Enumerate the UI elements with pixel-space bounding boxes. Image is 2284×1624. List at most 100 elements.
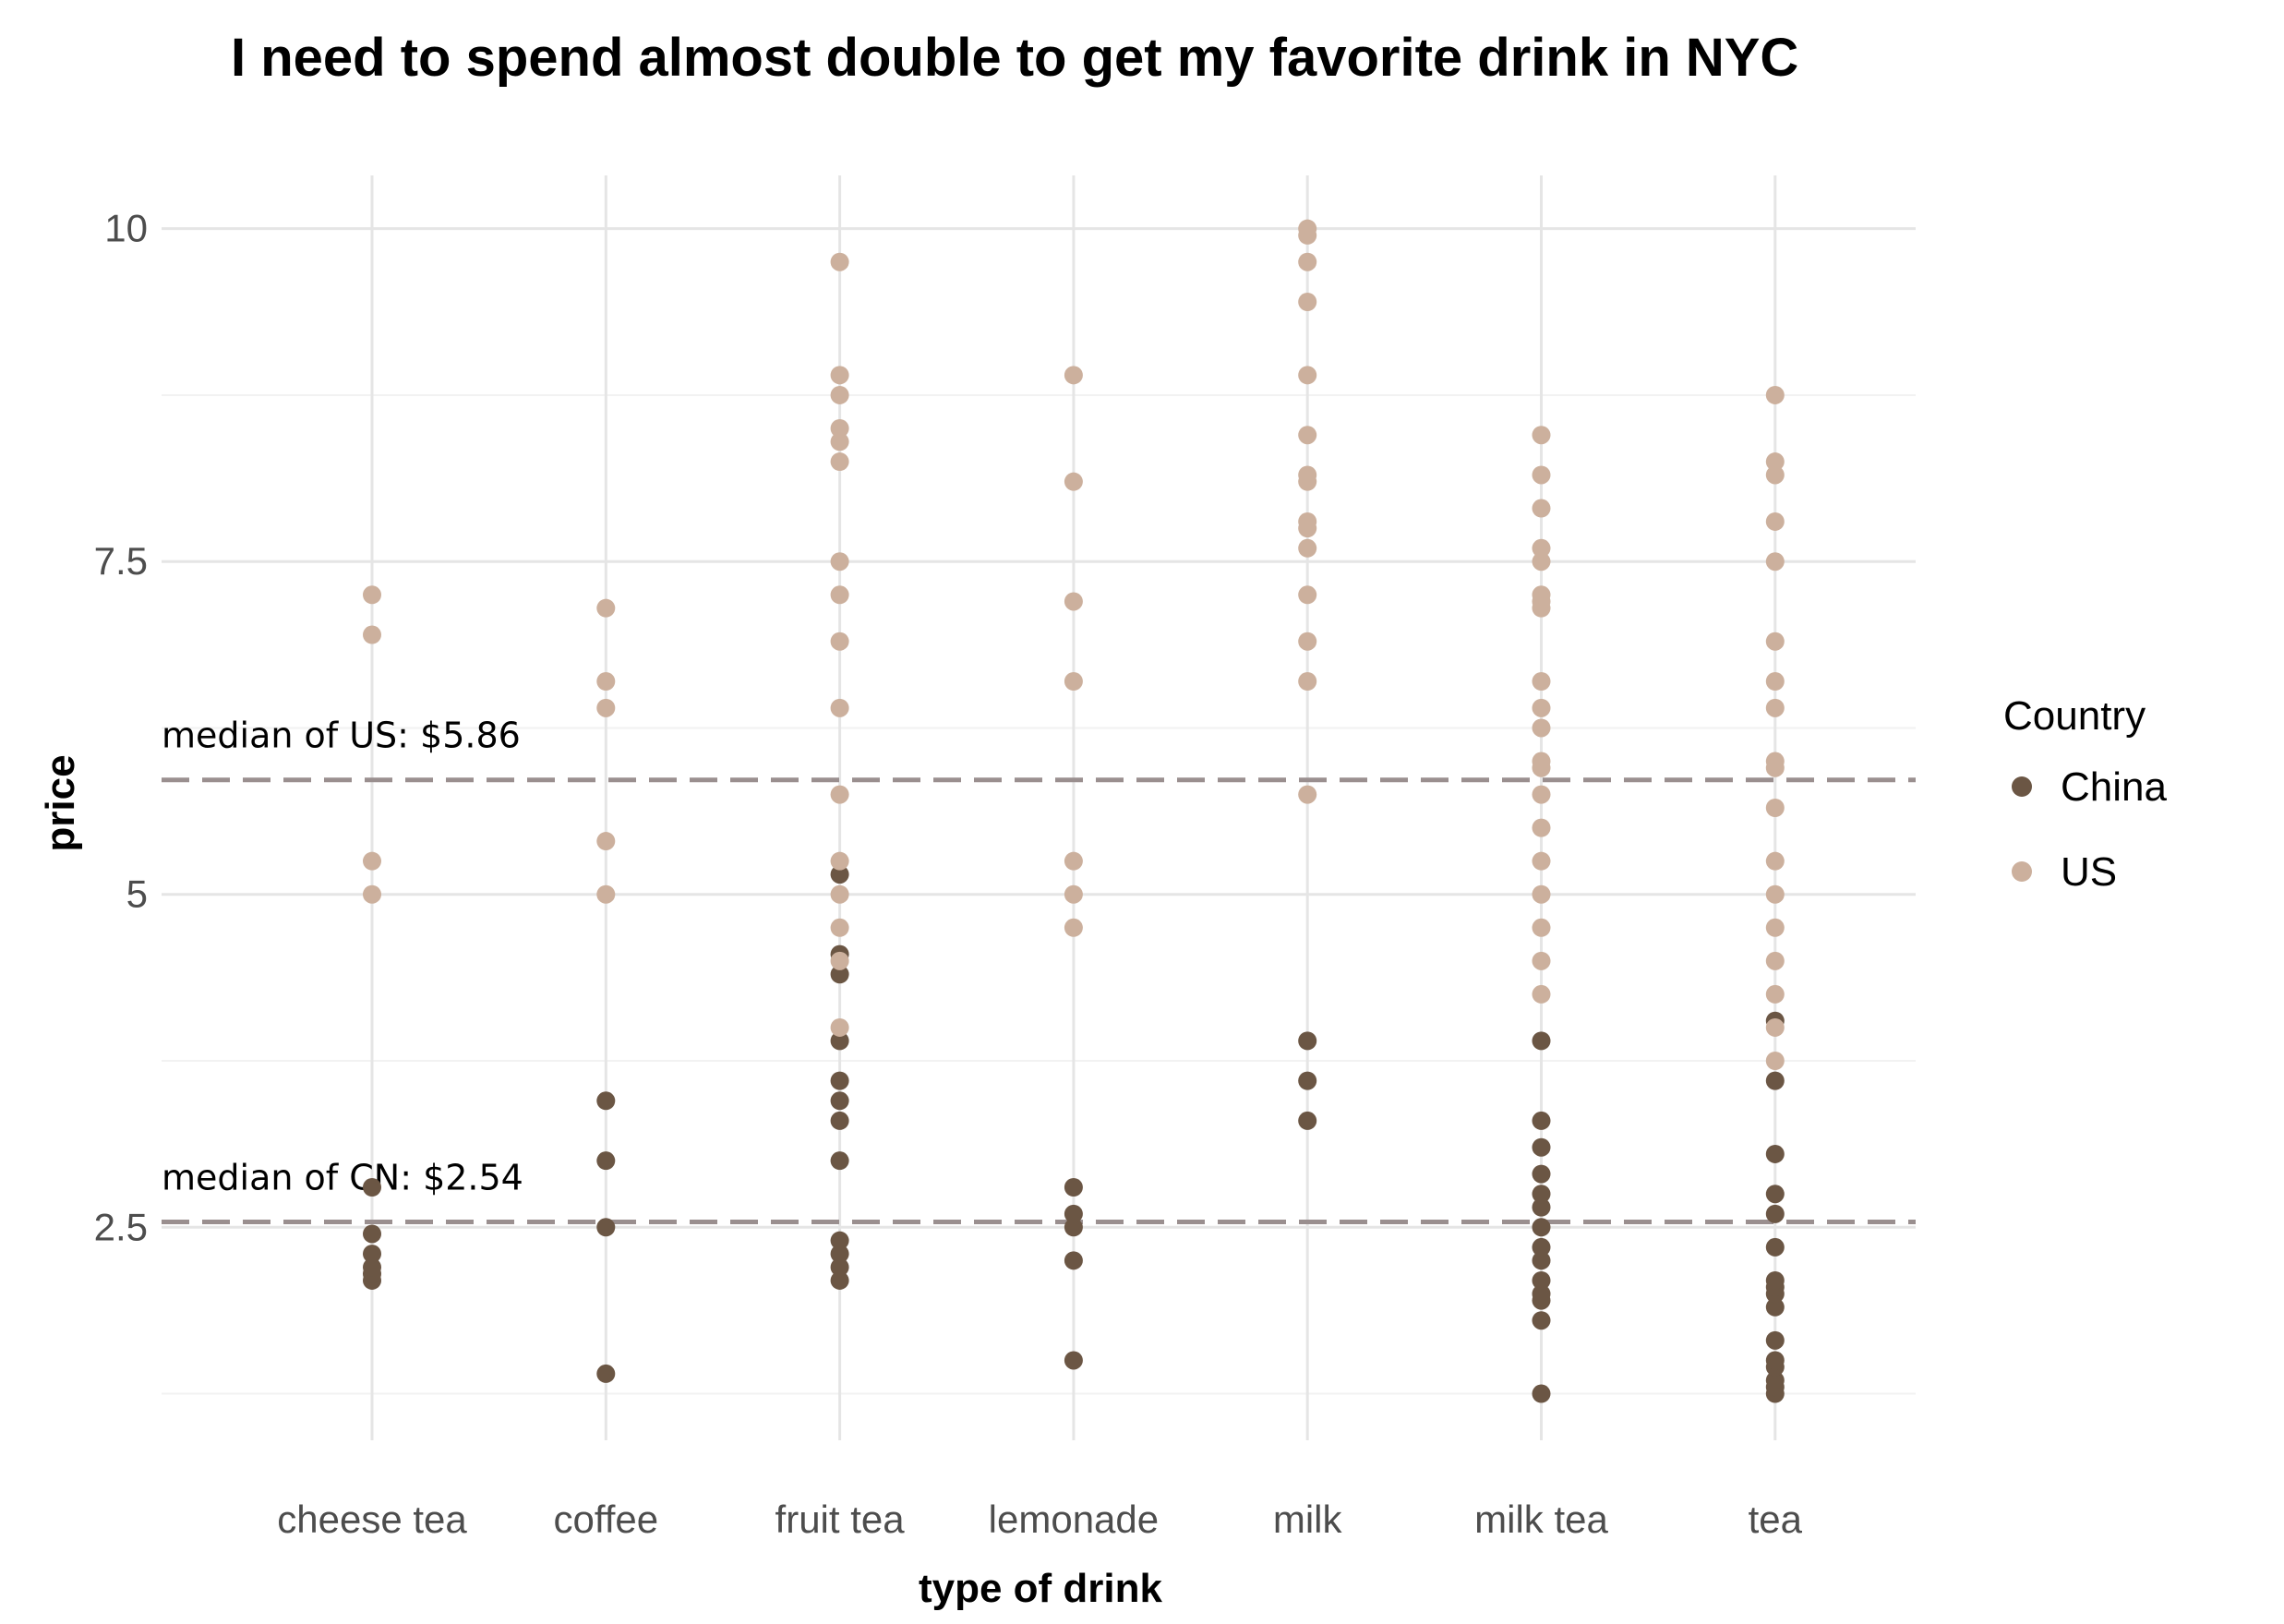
data-point-china xyxy=(830,1151,849,1171)
data-point-us xyxy=(1532,499,1551,518)
data-point-china xyxy=(596,1364,616,1383)
data-point-china xyxy=(1298,1111,1317,1130)
data-point-china xyxy=(596,1091,616,1111)
data-point-us xyxy=(1532,538,1551,558)
data-point-china xyxy=(1532,1197,1551,1217)
data-point-us xyxy=(1298,293,1317,311)
reference-lines: median of US: $5.86 median of CN: $2.54 xyxy=(162,716,1916,1224)
data-point-china xyxy=(1532,1218,1551,1237)
data-point-us xyxy=(1765,984,1785,1004)
data-point-us xyxy=(830,585,849,605)
data-point-us xyxy=(1298,252,1317,271)
data-point-us xyxy=(1532,552,1551,571)
x-tick-label: fruit tea xyxy=(775,1498,906,1541)
data-point-china xyxy=(1765,1204,1785,1223)
data-point-china xyxy=(1532,1237,1551,1257)
data-point-china xyxy=(1532,1284,1551,1304)
data-point-china xyxy=(830,865,849,884)
data-point-china xyxy=(596,1151,616,1171)
data-point-china xyxy=(830,1031,849,1051)
data-point-china xyxy=(363,1257,381,1277)
x-tick-label: lemonade xyxy=(989,1498,1159,1541)
data-point-us xyxy=(1064,672,1083,691)
y-tick-label: 7.5 xyxy=(94,539,148,583)
x-tick-label: coffee xyxy=(553,1498,658,1541)
data-point-us xyxy=(363,851,381,871)
data-point-us xyxy=(1532,698,1551,717)
y-tick-label: 2.5 xyxy=(94,1205,148,1248)
data-point-china xyxy=(1765,1185,1785,1204)
data-point-china xyxy=(1532,1185,1551,1204)
data-point-us xyxy=(1765,465,1785,485)
data-point-us xyxy=(830,419,849,438)
data-point-us xyxy=(1765,1017,1785,1037)
data-point-us xyxy=(830,851,849,871)
data-point-us xyxy=(830,951,849,970)
data-point-china xyxy=(1532,1311,1551,1330)
data-point-us xyxy=(1298,785,1317,804)
data-point-us xyxy=(1298,672,1317,691)
data-point-china xyxy=(363,1224,381,1244)
legend-key xyxy=(2012,776,2032,797)
y-axis-label: price xyxy=(38,754,83,851)
data-point-us xyxy=(830,385,849,404)
data-point-us xyxy=(1064,918,1083,937)
data-point-us xyxy=(1532,918,1551,937)
data-points xyxy=(363,219,1785,1403)
data-point-us xyxy=(1765,452,1785,472)
data-point-us xyxy=(1765,552,1785,571)
data-point-us xyxy=(1532,672,1551,691)
data-point-china xyxy=(1765,1144,1785,1163)
data-point-us xyxy=(363,625,381,644)
data-point-china xyxy=(1064,1218,1083,1237)
x-tick-label: tea xyxy=(1749,1498,1803,1541)
y-axis-ticks: 2.5 5 7.5 10 xyxy=(94,207,148,1249)
data-point-us xyxy=(1765,1052,1785,1070)
legend-title: Country xyxy=(2003,693,2146,739)
data-point-china xyxy=(830,1111,849,1130)
data-point-us xyxy=(1298,511,1317,531)
data-point-us xyxy=(1298,538,1317,558)
data-point-us xyxy=(1298,465,1317,485)
data-point-china xyxy=(830,1071,849,1090)
data-point-us xyxy=(830,918,849,937)
grid xyxy=(162,175,1916,1440)
data-point-us xyxy=(1064,592,1083,611)
data-point-china xyxy=(830,1245,849,1264)
data-point-us xyxy=(830,432,849,451)
data-point-us xyxy=(1765,511,1785,531)
data-point-us xyxy=(830,785,849,804)
y-tick-label: 5 xyxy=(126,872,148,916)
data-point-china xyxy=(830,1231,849,1250)
data-point-china xyxy=(1298,1071,1317,1090)
data-point-us xyxy=(1532,984,1551,1004)
data-point-us xyxy=(830,252,849,271)
data-point-us xyxy=(1532,718,1551,738)
data-point-china xyxy=(1765,1351,1785,1370)
data-point-us xyxy=(1765,385,1785,404)
data-point-us xyxy=(1765,951,1785,970)
data-point-china xyxy=(1532,1384,1551,1403)
data-point-us xyxy=(1765,799,1785,817)
data-point-china xyxy=(363,1178,381,1197)
data-point-us xyxy=(830,1017,849,1037)
data-point-us xyxy=(1532,818,1551,837)
data-point-us xyxy=(1298,366,1317,385)
data-point-us xyxy=(363,585,381,605)
data-point-china xyxy=(1064,1351,1083,1370)
data-point-us xyxy=(1765,698,1785,717)
data-point-us xyxy=(1532,752,1551,771)
data-point-china xyxy=(830,1091,849,1111)
data-point-us xyxy=(1765,851,1785,871)
data-point-us xyxy=(830,884,849,904)
chart-title: I need to spend almost double to get my … xyxy=(231,28,1798,88)
data-point-us xyxy=(1765,672,1785,691)
data-point-china xyxy=(1532,1251,1551,1270)
data-point-china xyxy=(1064,1178,1083,1197)
data-point-us xyxy=(596,672,616,691)
data-point-us xyxy=(596,698,616,717)
data-point-us xyxy=(1765,752,1785,771)
data-point-us xyxy=(1064,366,1083,385)
data-point-china xyxy=(1298,1031,1317,1051)
x-tick-label: cheese tea xyxy=(277,1498,467,1541)
